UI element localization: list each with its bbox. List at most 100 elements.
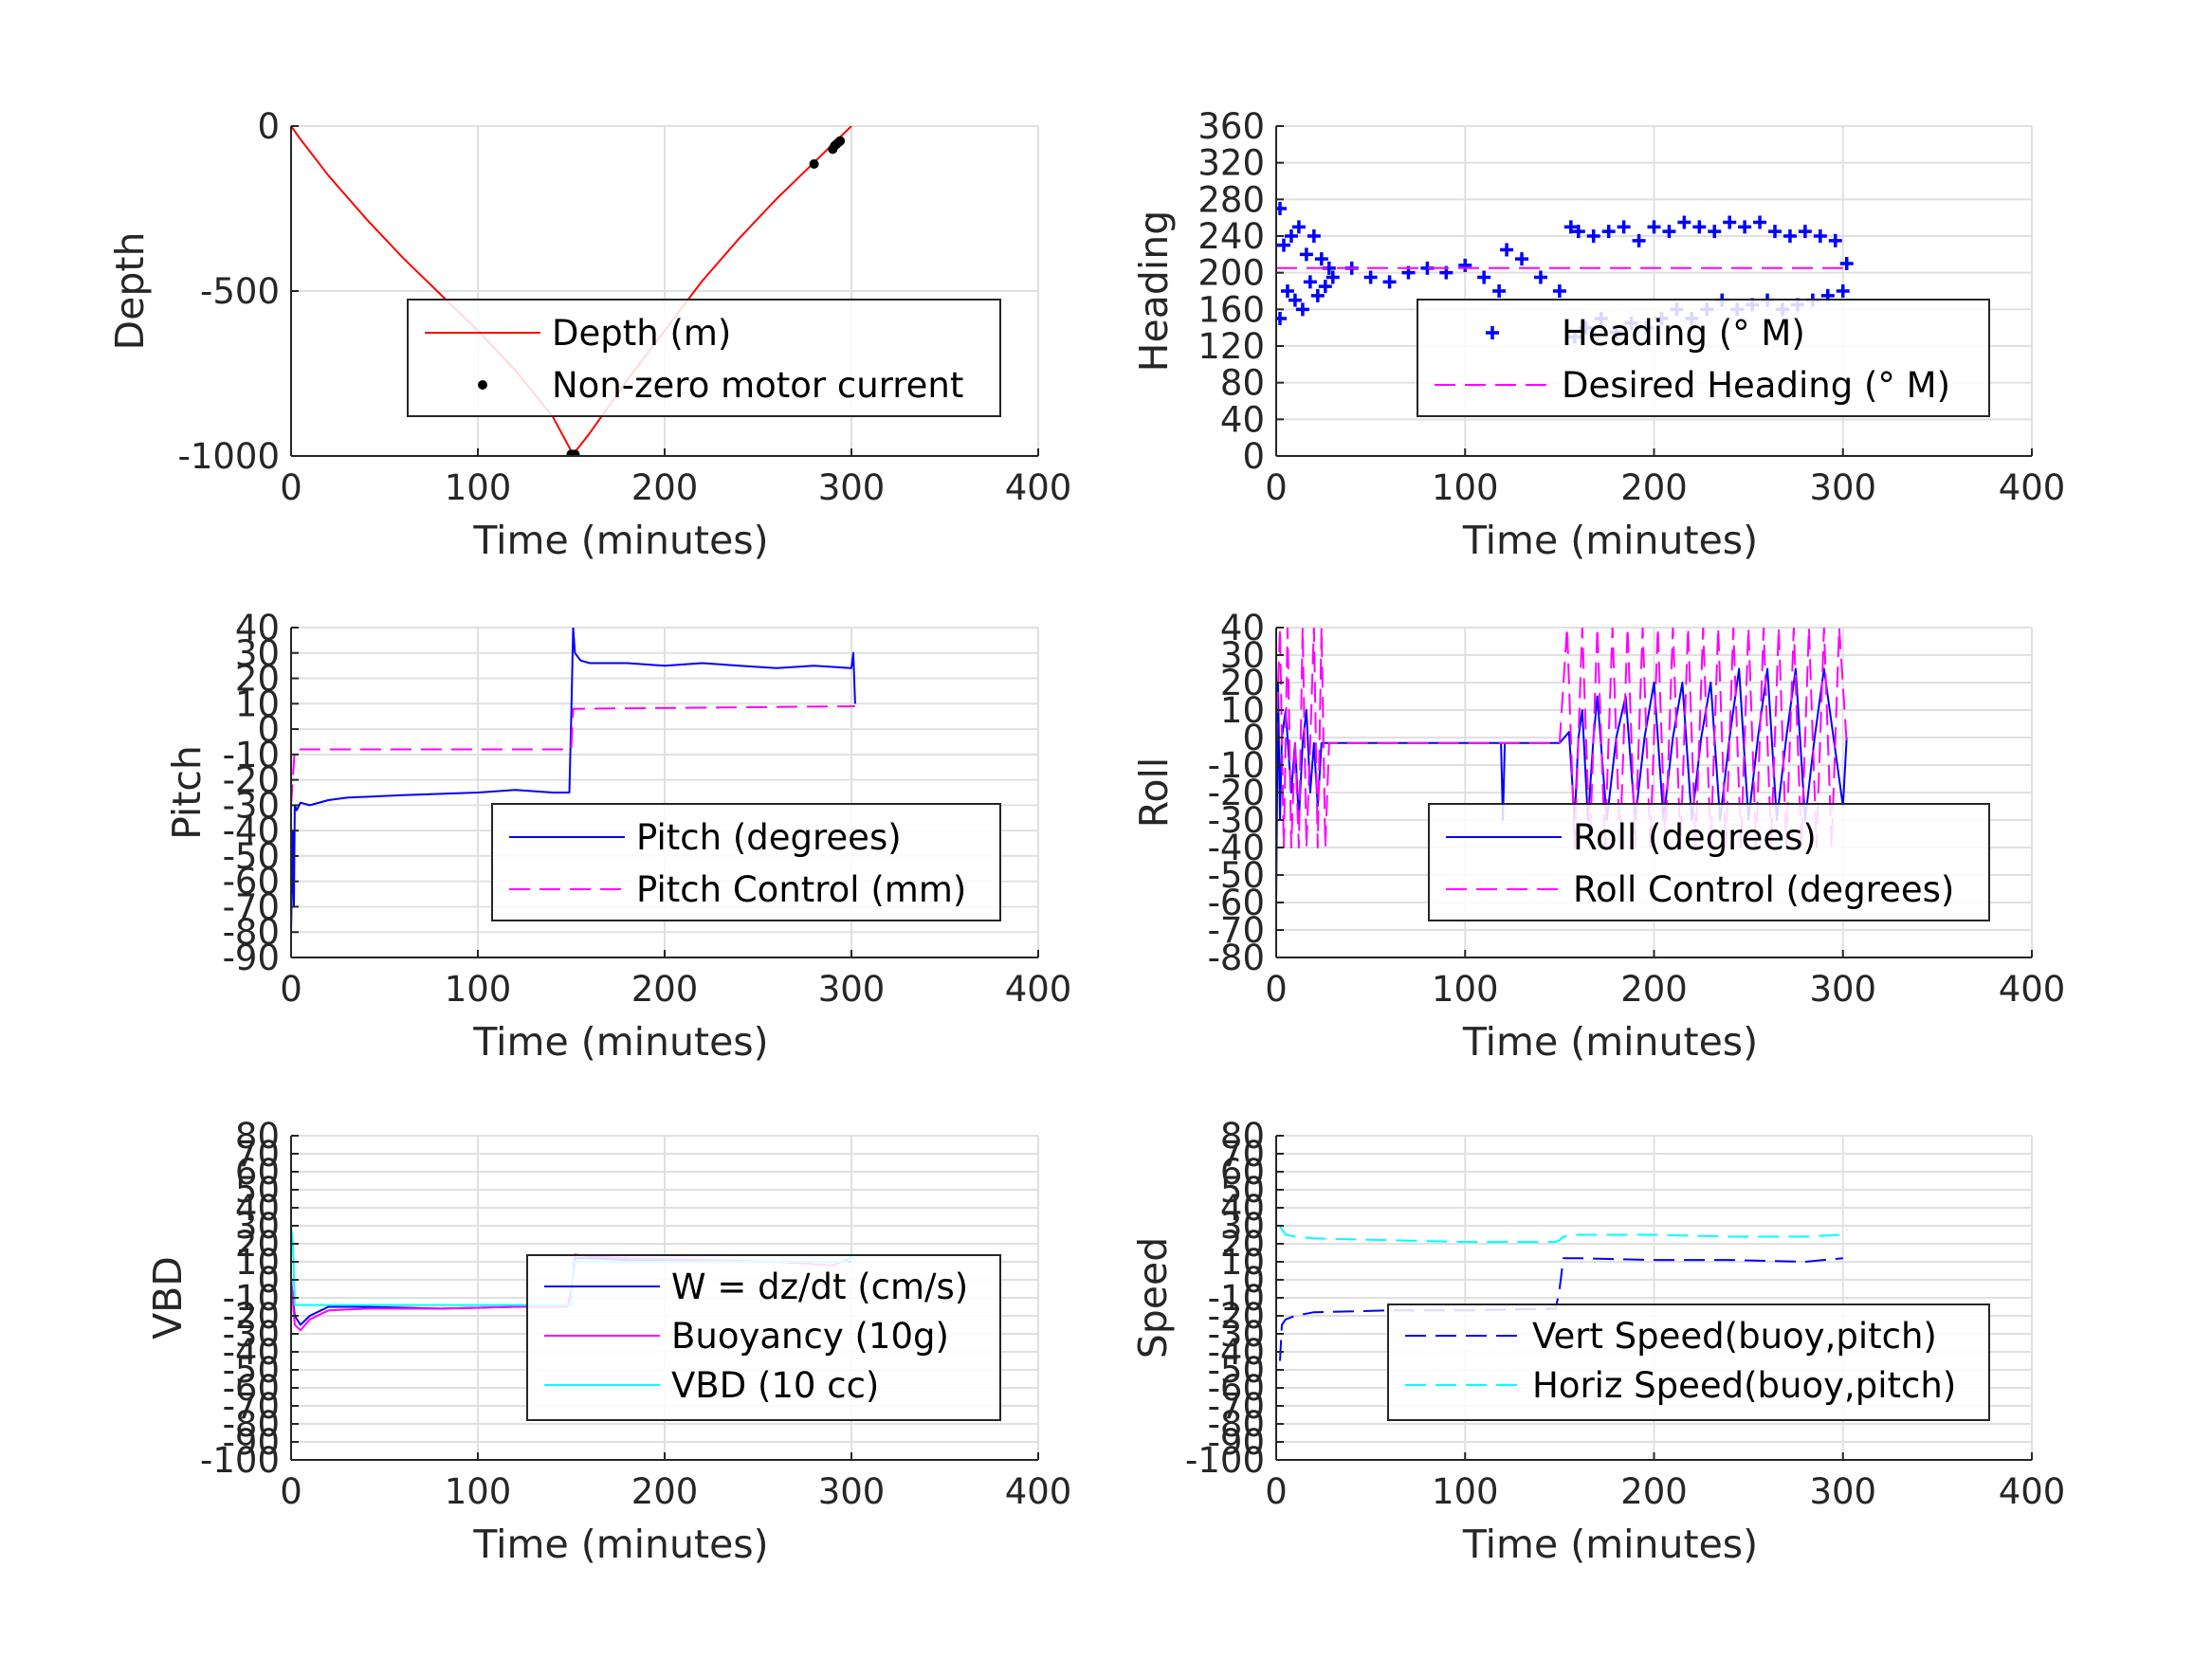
legend-label-roll-control-degrees: Roll Control (degrees) (1573, 869, 1954, 910)
y-tick-label: 20 (1220, 1224, 1265, 1265)
y-tick-label: 120 (1197, 326, 1265, 367)
x-tick-label: 0 (280, 467, 302, 508)
x-tick-label: 200 (631, 969, 699, 1010)
y-tick-label: 50 (235, 1170, 280, 1211)
x-tick-label: 0 (1265, 969, 1288, 1010)
data-point (1284, 229, 1298, 243)
legend: Vert Speed(buoy,pitch) Horiz Speed(buoy,p… (1387, 1304, 1990, 1421)
data-point (1708, 225, 1722, 239)
x-tick-label: 100 (1432, 1471, 1499, 1512)
y-tick-label: 50 (1220, 1170, 1265, 1211)
data-point (1839, 257, 1854, 270)
data-point (1314, 252, 1328, 266)
data-point (1310, 288, 1325, 302)
x-tick-label: 400 (1005, 969, 1072, 1010)
x-tick-label: 200 (631, 467, 699, 508)
y-tick-label: 70 (1220, 1134, 1265, 1175)
x-axis-label: Time (minutes) (1462, 1019, 1758, 1065)
x-tick-label: 0 (280, 969, 302, 1010)
y-tick-label: 40 (1220, 608, 1265, 648)
x-tick-label: 300 (818, 1471, 886, 1512)
y-tick-label: 160 (1197, 289, 1265, 330)
x-tick-label: 100 (445, 467, 512, 508)
data-point (1325, 270, 1340, 284)
x-axis-label: Time (minutes) (472, 1019, 768, 1065)
y-tick-label: 0 (1242, 436, 1265, 477)
x-tick-label: 200 (1620, 467, 1688, 508)
data-point (1515, 252, 1529, 266)
y-tick-label: -500 (200, 271, 280, 312)
y-tick-label: -10 (223, 1278, 280, 1319)
y-tick-label: -20 (1208, 1296, 1265, 1337)
y-tick-label: -30 (223, 785, 280, 826)
y-tick-label: 0 (257, 1260, 280, 1301)
data-point (1295, 302, 1309, 317)
data-point (1458, 258, 1472, 272)
series-horiz-speed-buoy-pitch (1279, 1225, 1848, 1244)
legend-swatch (1486, 326, 1499, 339)
data-point (1288, 293, 1302, 307)
data-point (1677, 215, 1691, 229)
legend-box (1387, 1304, 1990, 1421)
y-axis-label: VBD (145, 1256, 191, 1340)
series-group (291, 126, 852, 456)
y-tick-label: 40 (1220, 1188, 1265, 1229)
series-pitch-control-mm (291, 705, 855, 806)
y-tick-label: 240 (1197, 216, 1265, 257)
legend-box (491, 803, 1001, 921)
y-tick-label: -100 (200, 1440, 280, 1481)
data-point (809, 159, 819, 170)
legend-box (1428, 803, 1990, 921)
legend: Roll (degrees) Roll Control (degrees) (1428, 803, 1990, 921)
legend-label-pitch-control-mm: Pitch Control (mm) (636, 869, 966, 910)
data-point (1276, 202, 1287, 215)
legend-label-horiz-speed-buoy-pitch: Horiz Speed(buoy,pitch) (1532, 1365, 1956, 1406)
y-tick-label: -20 (223, 1296, 280, 1337)
y-tick-label: 20 (235, 1224, 280, 1265)
series-pitch-degrees (291, 628, 856, 933)
y-tick-label: -60 (1208, 883, 1265, 923)
chart-speed: 0 100 200 300 400-100-90-80-70-60-50-40-30-2… (1130, 1116, 2065, 1567)
x-tick-label: 300 (818, 969, 886, 1010)
x-tick-label: 0 (1265, 1471, 1288, 1512)
y-axis-label: Heading (1131, 210, 1177, 373)
data-point (1276, 238, 1290, 252)
legend: Pitch (degrees) Pitch Control (mm) (491, 803, 1001, 921)
data-point (1692, 220, 1707, 234)
data-point (1571, 225, 1585, 239)
legend-label-vert-speed-buoy-pitch: Vert Speed(buoy,pitch) (1532, 1316, 1937, 1357)
x-tick-label: 0 (280, 1471, 302, 1512)
y-tick-label: 360 (1197, 106, 1265, 147)
x-tick-label: 200 (631, 1471, 699, 1512)
legend-label-depth-m: Depth (m) (552, 313, 731, 354)
chart-depth: 0 100 200 300 400 -1000 -500 0 Time (minutes) Dep… (107, 106, 1071, 563)
y-tick-label: -50 (1208, 855, 1265, 896)
data-point (1723, 215, 1737, 229)
data-point (1617, 220, 1631, 234)
x-axis-label: Time (minutes) (1462, 1522, 1758, 1567)
x-tick-label: 100 (445, 1471, 512, 1512)
y-tick-label: -1000 (177, 436, 280, 477)
y-axis-label: Depth (107, 232, 153, 351)
y-tick-label: 80 (235, 1116, 280, 1157)
y-tick-label: -80 (1208, 938, 1265, 978)
y-tick-label: 0 (257, 106, 280, 147)
chart-roll: 0 100 200 300 400-80-70-60-50-40-30-20-10010… (1131, 608, 2065, 1065)
y-tick-label: 60 (1220, 1152, 1265, 1193)
y-tick-label: -40 (223, 811, 280, 851)
legend-label-desired-heading-m: Desired Heading (° M) (1562, 365, 1950, 406)
x-tick-label: 400 (1005, 1471, 1072, 1512)
series-roll-control-degrees (1276, 628, 1848, 848)
y-tick-label: 80 (1220, 1116, 1265, 1157)
series-group (291, 628, 856, 933)
y-tick-label: 10 (1220, 690, 1265, 731)
data-point (1632, 233, 1646, 247)
x-axis-label: Time (minutes) (472, 1522, 768, 1567)
y-tick-label: -90 (1208, 1422, 1265, 1463)
y-tick-label: 20 (1220, 663, 1265, 703)
y-tick-label: 20 (235, 659, 280, 700)
y-tick-label: -100 (1185, 1440, 1265, 1481)
y-tick-label: -60 (1208, 1368, 1265, 1409)
legend-label-buoyancy-10g: Buoyancy (10g) (671, 1316, 949, 1357)
y-tick-label: -60 (223, 862, 280, 902)
